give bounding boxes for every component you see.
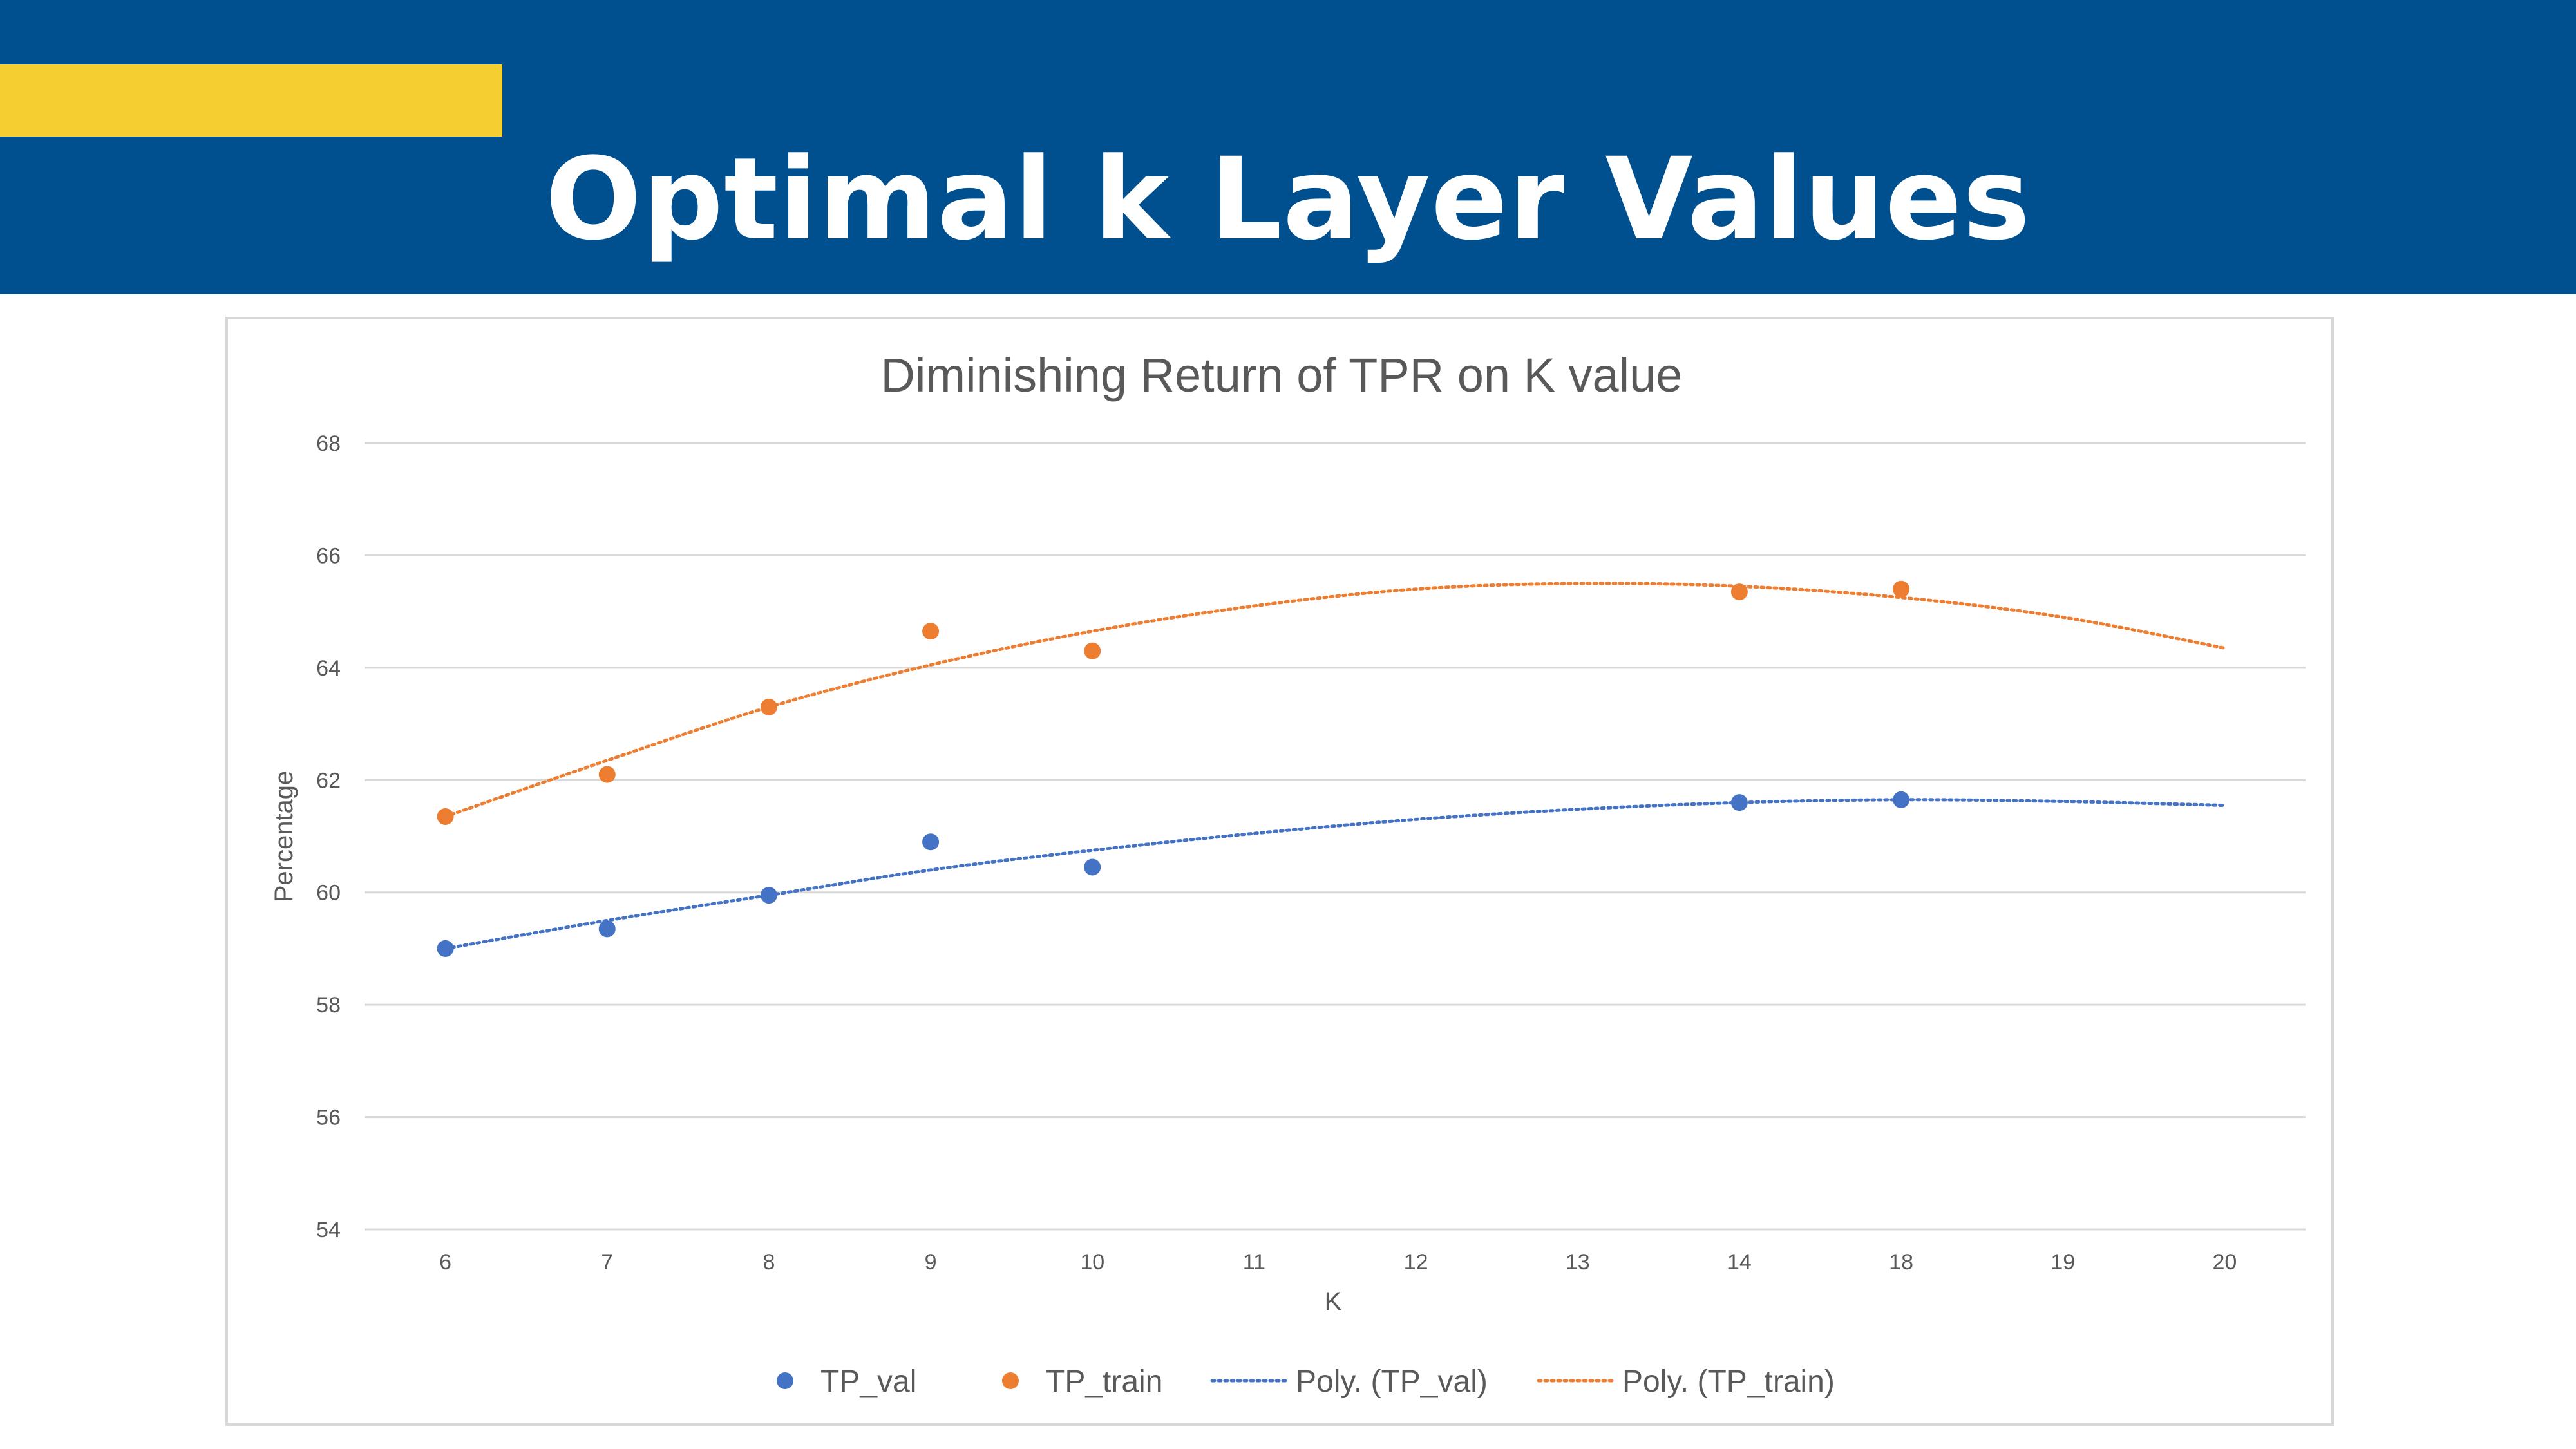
x-tick-label: 18 <box>1889 1250 1913 1274</box>
data-point <box>760 887 777 904</box>
trendline <box>444 798 2226 951</box>
data-point <box>1893 580 1910 598</box>
legend-item: TP_val <box>777 1365 916 1399</box>
legend-item: TP_train <box>1002 1365 1162 1399</box>
x-axis-label: K <box>1325 1287 1342 1316</box>
y-tick-label: 54 <box>316 1218 341 1242</box>
legend-item: Poly. (TP_train) <box>1537 1365 1835 1399</box>
chart: Diminishing Return of TPR on K value 545… <box>270 348 2306 1399</box>
chart-title: Diminishing Return of TPR on K value <box>881 348 1683 402</box>
y-tick-label: 56 <box>316 1106 341 1130</box>
data-point <box>598 766 616 783</box>
x-tick-label: 13 <box>1566 1250 1590 1274</box>
x-tick-labels: 6 7 8 9 10 11 12 13 14 18 19 20 <box>439 1250 2237 1274</box>
data-point <box>437 940 454 957</box>
data-point <box>437 808 454 825</box>
y-tick-label: 58 <box>316 993 341 1018</box>
x-tick-label: 20 <box>2213 1250 2237 1274</box>
x-tick-label: 19 <box>2050 1250 2075 1274</box>
y-tick-label: 64 <box>316 656 341 681</box>
y-tick-label: 60 <box>316 881 341 905</box>
data-point <box>922 833 940 851</box>
x-tick-label: 10 <box>1080 1250 1104 1274</box>
data-point <box>1084 642 1101 659</box>
data-point <box>1730 583 1748 601</box>
x-tick-label: 12 <box>1404 1250 1428 1274</box>
data-points <box>437 580 1910 957</box>
trendline <box>444 582 2226 819</box>
data-point <box>922 623 940 640</box>
data-point <box>1893 791 1910 808</box>
legend-marker <box>777 1372 793 1389</box>
x-tick-label: 11 <box>1243 1250 1265 1274</box>
y-axis-label: Percentage <box>270 771 298 903</box>
slide-title: Optimal k Layer Values <box>545 133 2031 265</box>
legend-label: Poly. (TP_train) <box>1622 1365 1835 1399</box>
legend-label: Poly. (TP_val) <box>1296 1365 1488 1399</box>
data-point <box>1084 858 1101 876</box>
chart-frame: Diminishing Return of TPR on K value 54 5… <box>225 317 2334 1426</box>
x-tick-label: 9 <box>925 1250 937 1274</box>
x-tick-label: 14 <box>1727 1250 1752 1274</box>
data-point <box>760 698 777 715</box>
gridlines <box>365 442 2306 1231</box>
legend-marker <box>1002 1372 1019 1389</box>
x-tick-label: 6 <box>439 1250 451 1274</box>
slide-header <box>0 0 2576 294</box>
y-tick-label: 62 <box>316 768 341 793</box>
legend-item: Poly. (TP_val) <box>1210 1365 1488 1399</box>
x-tick-label: 7 <box>601 1250 613 1274</box>
y-tick-labels: 54 56 58 60 62 64 66 68 <box>316 431 341 1242</box>
data-point <box>598 920 616 938</box>
data-point <box>1730 794 1748 811</box>
y-tick-label: 68 <box>316 431 341 456</box>
x-tick-label: 8 <box>762 1250 775 1274</box>
trendlines <box>444 582 2226 951</box>
accent-bar <box>0 64 502 137</box>
legend-label: TP_val <box>820 1365 916 1399</box>
legend: TP_val TP_train Poly. (TP_val) Poly. (TP_tr… <box>777 1365 1835 1399</box>
legend-label: TP_train <box>1046 1365 1162 1399</box>
y-tick-label: 66 <box>316 544 341 568</box>
